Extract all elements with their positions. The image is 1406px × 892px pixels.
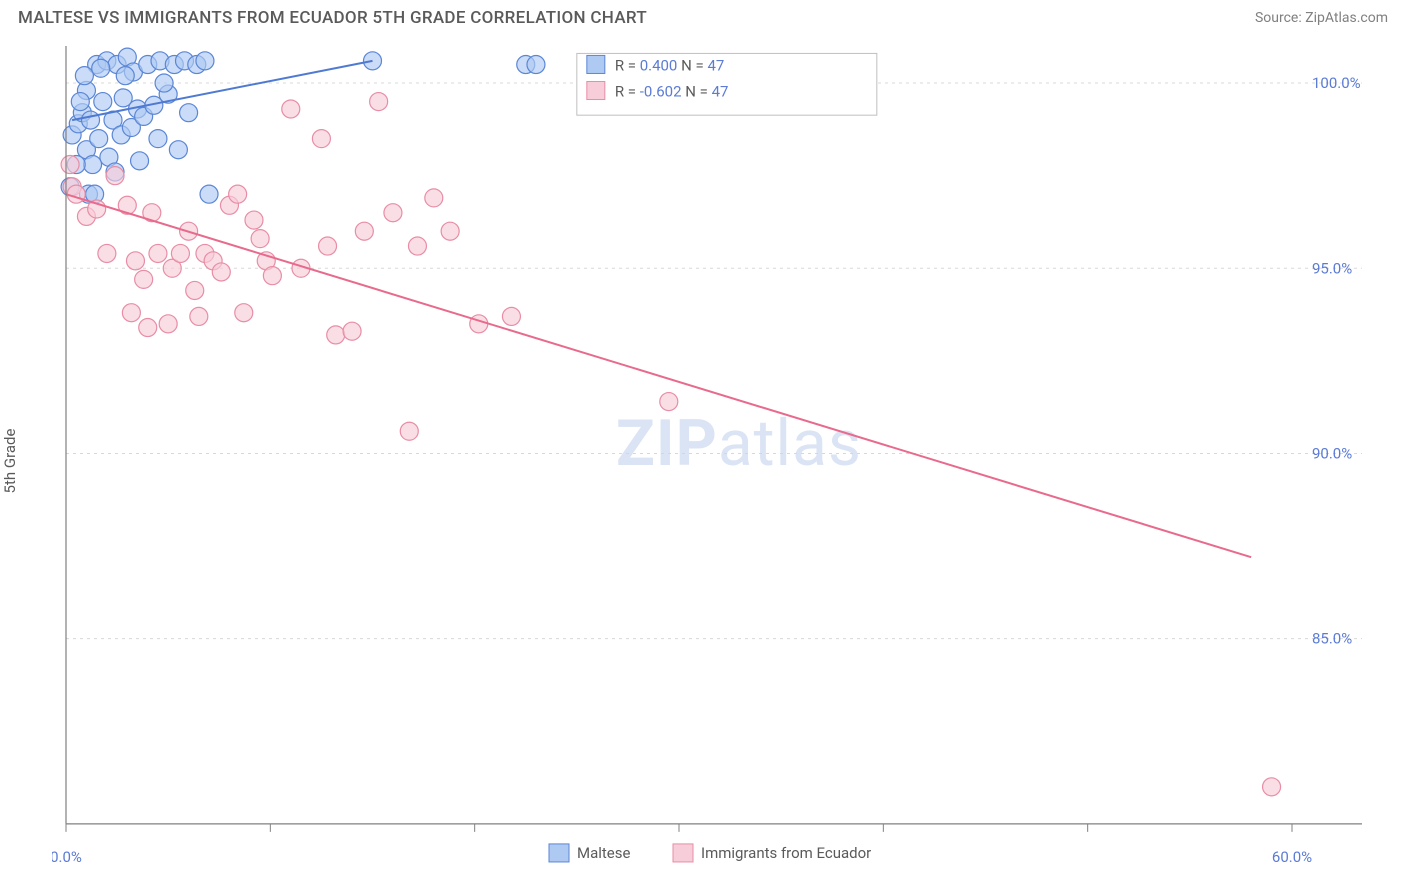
data-point	[196, 52, 214, 70]
source-prefix: Source:	[1255, 10, 1305, 26]
scatter-plot: ZIPatlas 0.0% 60.0% 85.0% 90.0% 95.0% 100.0% R …	[52, 40, 1388, 882]
data-point	[527, 56, 545, 74]
data-point	[502, 307, 520, 325]
data-point	[131, 152, 149, 170]
data-point	[180, 104, 198, 122]
data-point	[75, 67, 93, 85]
data-point	[200, 185, 218, 203]
data-point	[90, 130, 108, 148]
data-point	[94, 93, 112, 111]
data-point	[98, 244, 116, 262]
data-point	[71, 93, 89, 111]
legend-label: Maltese	[577, 844, 630, 862]
data-point	[343, 322, 361, 340]
legend-stat-row: R = -0.602 N = 47	[615, 83, 729, 101]
data-point	[92, 59, 110, 77]
y-tick-label: 90.0%	[1312, 444, 1352, 462]
data-point	[441, 222, 459, 240]
y-tick-label: 85.0%	[1312, 630, 1352, 648]
data-point	[263, 267, 281, 285]
data-point	[155, 74, 173, 92]
chart-title: MALTESE VS IMMIGRANTS FROM ECUADOR 5TH G…	[18, 8, 647, 28]
data-point	[370, 93, 388, 111]
data-point	[425, 189, 443, 207]
data-point	[235, 304, 253, 322]
x-tick-label: 0.0%	[52, 848, 82, 866]
data-point	[84, 156, 102, 174]
x-tick-label: 60.0%	[1272, 848, 1312, 866]
data-point	[400, 422, 418, 440]
y-tick-label: 100.0%	[1312, 74, 1361, 92]
source-link[interactable]: ZipAtlas.com	[1305, 10, 1388, 26]
data-point	[67, 185, 85, 203]
data-point	[327, 326, 345, 344]
data-point	[312, 130, 330, 148]
data-point	[169, 141, 187, 159]
chart-area: 5th Grade ZIPatlas0.0%60.0%85.0%90.0%95.…	[18, 40, 1388, 882]
data-point	[135, 270, 153, 288]
data-point	[116, 67, 134, 85]
legend-swatch	[587, 81, 605, 99]
data-point	[384, 204, 402, 222]
data-point	[408, 237, 426, 255]
data-point	[190, 307, 208, 325]
data-point	[355, 222, 373, 240]
data-point	[229, 185, 247, 203]
data-point	[106, 167, 124, 185]
data-point	[149, 244, 167, 262]
data-point	[251, 230, 269, 248]
legend-swatch	[587, 55, 605, 73]
data-point	[245, 211, 263, 229]
data-point	[139, 318, 157, 336]
data-point	[212, 263, 230, 281]
trend-line	[66, 194, 1251, 557]
data-point	[122, 304, 140, 322]
legend-label: Immigrants from Ecuador	[701, 844, 871, 862]
data-point	[61, 156, 79, 174]
data-point	[149, 130, 167, 148]
series-legend: Maltese Immigrants from Ecuador	[549, 844, 871, 862]
chart-header: MALTESE VS IMMIGRANTS FROM ECUADOR 5TH G…	[0, 0, 1406, 32]
data-point	[159, 315, 177, 333]
y-axis-label: 5th Grade	[1, 429, 19, 494]
data-point	[1263, 778, 1281, 796]
watermark: ZIPatlas	[616, 406, 862, 481]
data-point	[364, 52, 382, 70]
legend-swatch	[673, 844, 693, 862]
data-point	[319, 237, 337, 255]
data-point	[171, 244, 189, 262]
legend-stat-row: R = 0.400 N = 47	[615, 56, 724, 74]
data-point	[282, 100, 300, 118]
data-point	[82, 111, 100, 129]
data-point	[114, 89, 132, 107]
data-point	[186, 281, 204, 299]
data-point	[126, 252, 144, 270]
source-attribution: Source: ZipAtlas.com	[1255, 10, 1388, 26]
legend-swatch	[549, 844, 569, 862]
data-point	[470, 315, 488, 333]
data-point	[660, 393, 678, 411]
y-tick-label: 95.0%	[1312, 259, 1352, 277]
